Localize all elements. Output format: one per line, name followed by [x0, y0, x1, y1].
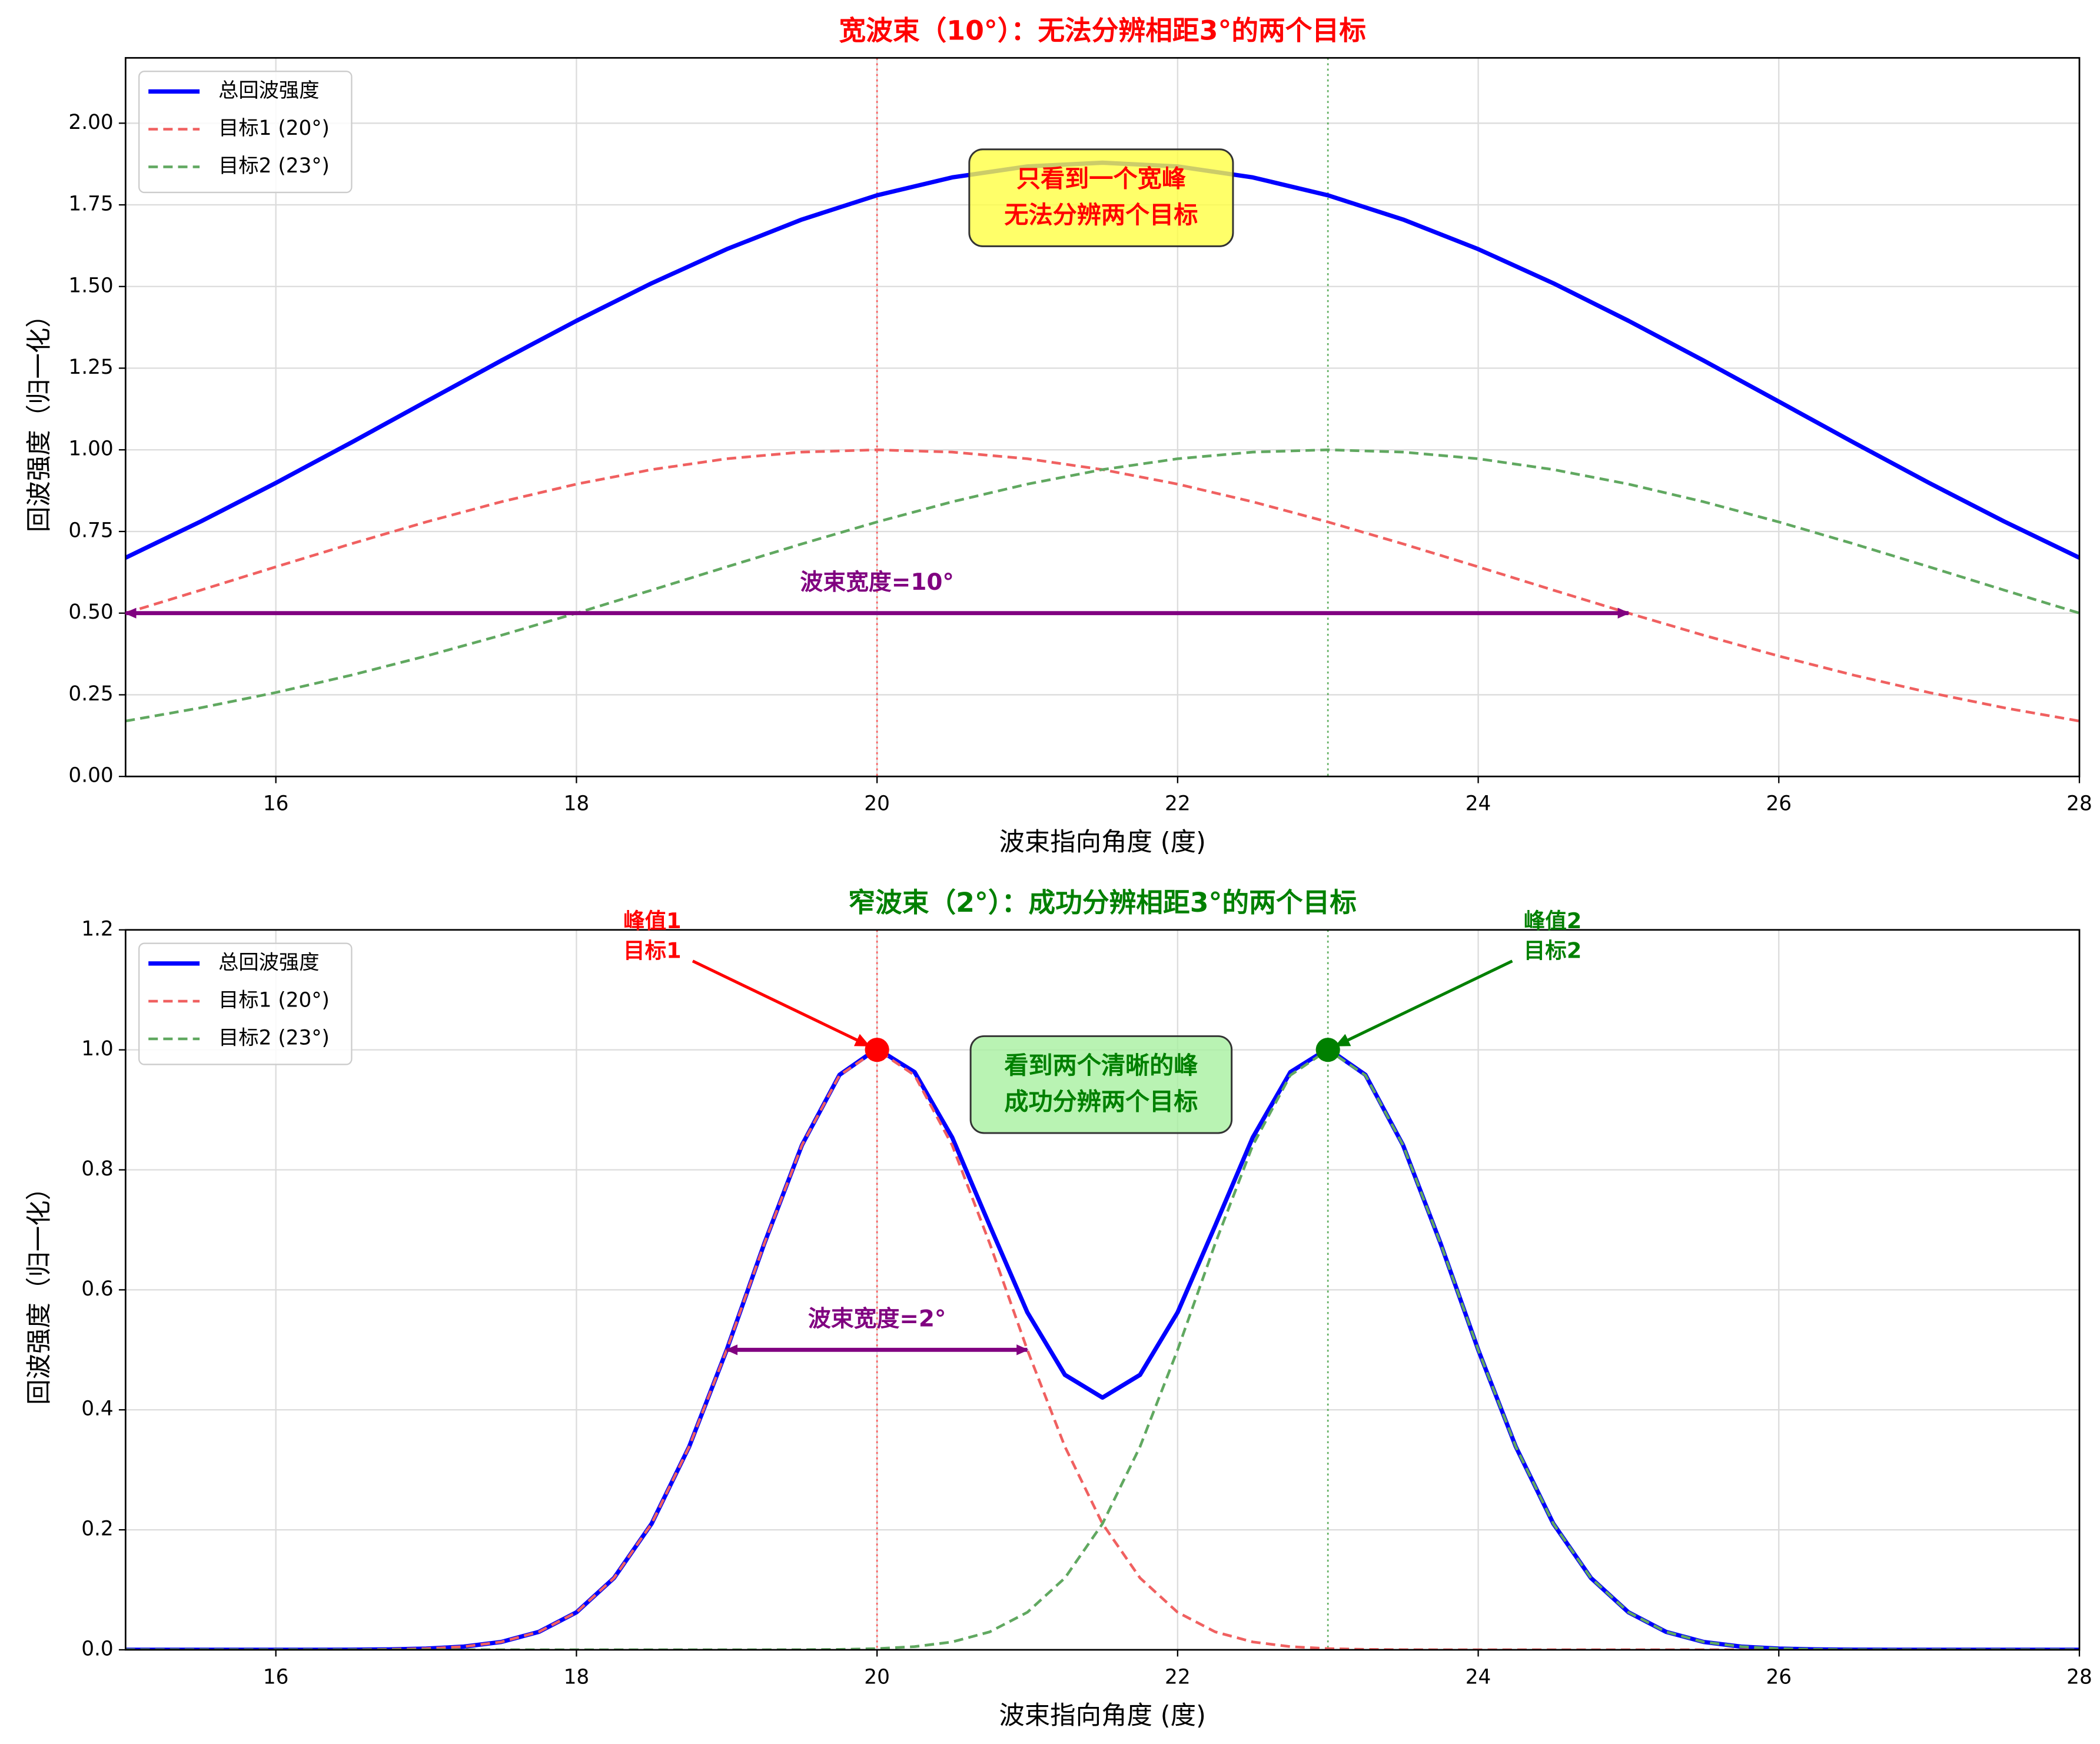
y-tick-label: 1.50 [68, 274, 113, 297]
series-line [125, 1048, 2079, 1650]
x-tick-label: 26 [1766, 1665, 1792, 1689]
x-tick-label: 22 [1165, 792, 1191, 816]
plot-area [125, 1046, 2079, 1650]
series-line [125, 1046, 2079, 1650]
y-tick-label: 1.00 [68, 437, 113, 461]
note-text: 只看到一个宽峰 [1016, 164, 1186, 192]
y-tick-label: 0.4 [81, 1397, 114, 1421]
legend-box [138, 71, 353, 194]
y-tick-label: 0.25 [68, 682, 113, 706]
y-tick-label: 0.0 [81, 1637, 114, 1660]
y-tick-label: 0.75 [68, 519, 113, 542]
y-tick-label: 0.6 [81, 1277, 114, 1301]
peak-arrow [1334, 959, 1513, 1048]
y-tick-label: 0.8 [81, 1157, 114, 1181]
x-tick-label: 22 [1165, 1665, 1191, 1689]
note-text: 无法分辨两个目标 [1004, 201, 1198, 229]
x-tick-label: 16 [263, 792, 289, 816]
note-text: 看到两个清晰的峰 [1004, 1051, 1198, 1079]
y-tick-label: 0.50 [68, 600, 113, 624]
legend-box [138, 942, 353, 1065]
note-box [968, 148, 1234, 247]
x-tick-label: 26 [1766, 792, 1792, 816]
peak-arrow [692, 959, 870, 1048]
peak-label: 峰值2 [1524, 908, 1582, 934]
y-tick-label: 0.00 [68, 764, 113, 788]
x-tick-label: 24 [1466, 1665, 1491, 1689]
x-tick-label: 24 [1466, 792, 1491, 816]
chart-title: 窄波束（2°）：成功分辨相距3°的两个目标 [848, 887, 1357, 918]
x-tick-label: 28 [2066, 792, 2092, 816]
peak-marker [1315, 1038, 1340, 1062]
axes-frame [124, 57, 2081, 778]
x-tick-label: 16 [263, 1665, 289, 1689]
series-line [125, 1048, 2079, 1650]
x-tick-label: 28 [2066, 1665, 2092, 1689]
x-axis-label: 波束指向角度 (度) [999, 828, 1206, 857]
legend-label: 总回波强度 [218, 79, 319, 102]
x-axis-label: 波束指向角度 (度) [999, 1701, 1206, 1730]
peak-label: 峰值1 [623, 908, 682, 934]
y-axis-label: 回波强度（归一化） [25, 1175, 54, 1405]
x-tick-label: 20 [864, 1665, 890, 1689]
note-text: 成功分辨两个目标 [1004, 1088, 1198, 1116]
beam-width-label: 波束宽度=2° [808, 1306, 946, 1333]
note-box [969, 1035, 1233, 1134]
legend-label: 总回波强度 [218, 951, 319, 974]
x-tick-label: 18 [564, 1665, 590, 1689]
y-axis-label: 回波强度（归一化） [25, 302, 54, 532]
beam-width-label: 波束宽度=10° [800, 569, 954, 596]
legend-label: 目标1 (20°) [218, 988, 330, 1012]
peak-marker [865, 1038, 889, 1062]
legend-label: 目标2 (23°) [218, 154, 330, 178]
peak-label: 目标2 [1524, 938, 1582, 963]
x-tick-label: 20 [864, 792, 890, 816]
y-tick-label: 1.25 [68, 356, 113, 379]
y-tick-label: 1.0 [81, 1037, 114, 1061]
y-tick-label: 1.75 [68, 192, 113, 216]
series-line [125, 448, 2079, 723]
y-tick-label: 0.2 [81, 1517, 114, 1541]
series-line [125, 448, 2079, 723]
legend-label: 目标2 (23°) [218, 1026, 330, 1049]
axes-frame [124, 929, 2081, 1651]
legend-label: 目标1 (20°) [218, 117, 330, 140]
chart-title: 宽波束（10°）：无法分辨相距3°的两个目标 [839, 15, 1366, 46]
x-tick-label: 18 [564, 792, 590, 816]
y-tick-label: 2.00 [68, 111, 113, 134]
y-tick-label: 1.2 [81, 917, 114, 941]
peak-label: 目标1 [623, 938, 682, 963]
